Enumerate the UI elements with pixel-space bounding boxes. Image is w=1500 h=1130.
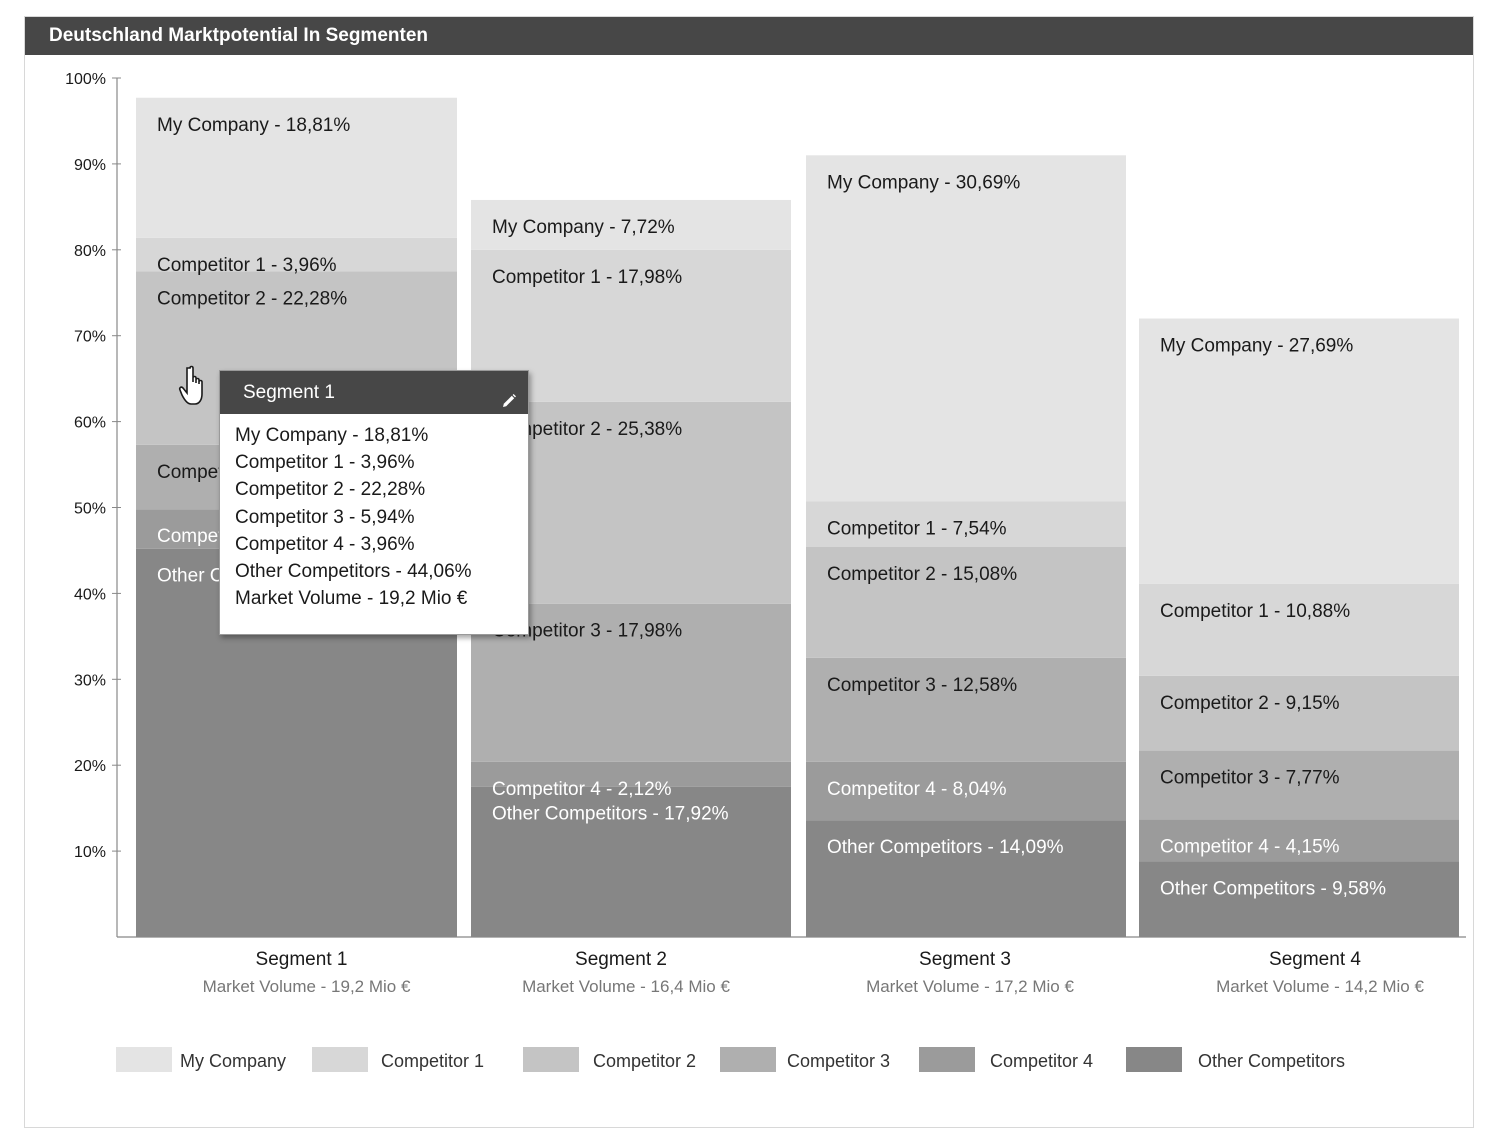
y-tick-label: 70% [74,329,106,346]
category-label: Segment 3 [919,949,1011,970]
bar-segment-label: Competitor 1 - 17,98% [492,267,682,288]
bar-segment-label: Competitor 3 - 17,98% [492,621,682,642]
bar-segment[interactable] [136,237,457,272]
bar-segment-label: My Company - 18,81% [157,115,350,136]
bar-segment-label: Competitor 3 - 7,77% [1160,768,1340,789]
bar-segment-label: My Company - 7,72% [492,217,675,238]
tooltip-row: Competitor 1 - 3,96% [235,452,415,474]
legend-label: Competitor 1 [381,1051,484,1071]
bar-segment-label: Other Competitors - 14,09% [827,837,1064,858]
bar-segment[interactable] [806,547,1126,658]
category-label: Segment 4 [1269,949,1361,970]
segment-tooltip: Segment 1 My Company - 18,81% Competitor … [219,370,529,635]
bar-segment[interactable] [471,761,791,787]
pencil-icon[interactable] [500,383,518,407]
bar-segment[interactable] [1139,583,1459,676]
bar-segment[interactable] [136,97,457,238]
bar-segment-label: Competitor 3 - 12,58% [827,675,1017,696]
hand-pointer-icon [172,362,210,408]
legend-label: Other Competitors [1198,1051,1345,1071]
y-tick-label: 20% [74,758,106,775]
tooltip-row: Competitor 2 - 22,28% [235,479,426,501]
legend-swatch [116,1047,172,1072]
bar-segment-label: Competitor 4 - 8,04% [827,779,1007,800]
y-tick-label: 40% [74,586,106,603]
bar-segment-label: Competitor 1 - 3,96% [157,255,337,276]
bar-segment[interactable] [471,199,791,250]
bar-segment-label: Competitor 2 - 25,38% [492,419,682,440]
bar-segment-label: Competitor 4 - 2,12% [492,779,672,800]
y-tick-label: 100% [65,71,106,88]
bar-segment[interactable] [806,501,1126,548]
y-tick-label: 80% [74,243,106,260]
bar-segment-label: Other Competitors - 17,92% [492,804,729,825]
panel-title: Deutschland Marktpotential In Segmenten [25,17,1473,55]
bar-segment-label: Competitor 4 - 4,15% [1160,836,1340,857]
bar-segment-label: Competitor 2 - 9,15% [1160,693,1340,714]
tooltip-body: My Company - 18,81% Competitor 1 - 3,96% C… [220,414,528,612]
y-tick-label: 10% [74,844,106,861]
bar-segment[interactable] [806,761,1126,821]
bar-segment[interactable] [806,155,1126,502]
tooltip-row: Competitor 3 - 5,94% [235,506,415,528]
bar-segment-label: Competitor 2 - 22,28% [157,288,347,309]
legend-label: Competitor 2 [593,1051,696,1071]
bar-segment[interactable] [806,820,1126,937]
legend-swatch [720,1047,776,1072]
bar-segment[interactable] [806,657,1126,762]
legend-swatch [1126,1047,1182,1072]
bar-segment-label: My Company - 27,69% [1160,336,1353,357]
bar-segment-label: My Company - 30,69% [827,172,1020,193]
category-label: Segment 2 [575,949,667,970]
tooltip-row: Other Competitors - 44,06% [235,561,472,583]
bar-segment[interactable] [1139,675,1459,751]
legend-swatch [919,1047,975,1072]
bar-segment[interactable] [1139,318,1459,584]
legend-label: Competitor 3 [787,1051,890,1071]
category-label: Segment 1 [256,949,348,970]
bar-segment[interactable] [1139,750,1459,820]
market-volume-label: Market Volume - 19,2 Mio € [203,977,411,996]
bar-segment-label: Competitor 2 - 15,08% [827,564,1017,585]
y-tick-label: 30% [74,672,106,689]
tooltip-header: Segment 1 [220,371,528,414]
tooltip-row: Market Volume - 19,2 Mio € [235,588,468,610]
y-tick-label: 50% [74,501,106,518]
y-tick-label: 60% [74,415,106,432]
bar-segment-label: Competitor 1 - 10,88% [1160,601,1350,622]
bar-segment[interactable] [1139,819,1459,862]
tooltip-title: Segment 1 [243,382,335,403]
legend-label: Competitor 4 [990,1051,1093,1071]
market-volume-label: Market Volume - 16,4 Mio € [522,977,730,996]
market-volume-label: Market Volume - 17,2 Mio € [866,977,1074,996]
legend-label: My Company [180,1051,286,1071]
legend-swatch [523,1047,579,1072]
bar-segment-label: Other Competitors - 9,58% [1160,878,1386,899]
bar-segment[interactable] [1139,861,1459,937]
legend-swatch [312,1047,368,1072]
tooltip-row: Competitor 4 - 3,96% [235,533,415,555]
bar-segment-label: Competitor 1 - 7,54% [827,518,1007,539]
market-volume-label: Market Volume - 14,2 Mio € [1216,977,1424,996]
tooltip-row: My Company - 18,81% [235,425,429,446]
bar-segment[interactable] [471,786,791,937]
y-tick-label: 90% [74,157,106,174]
